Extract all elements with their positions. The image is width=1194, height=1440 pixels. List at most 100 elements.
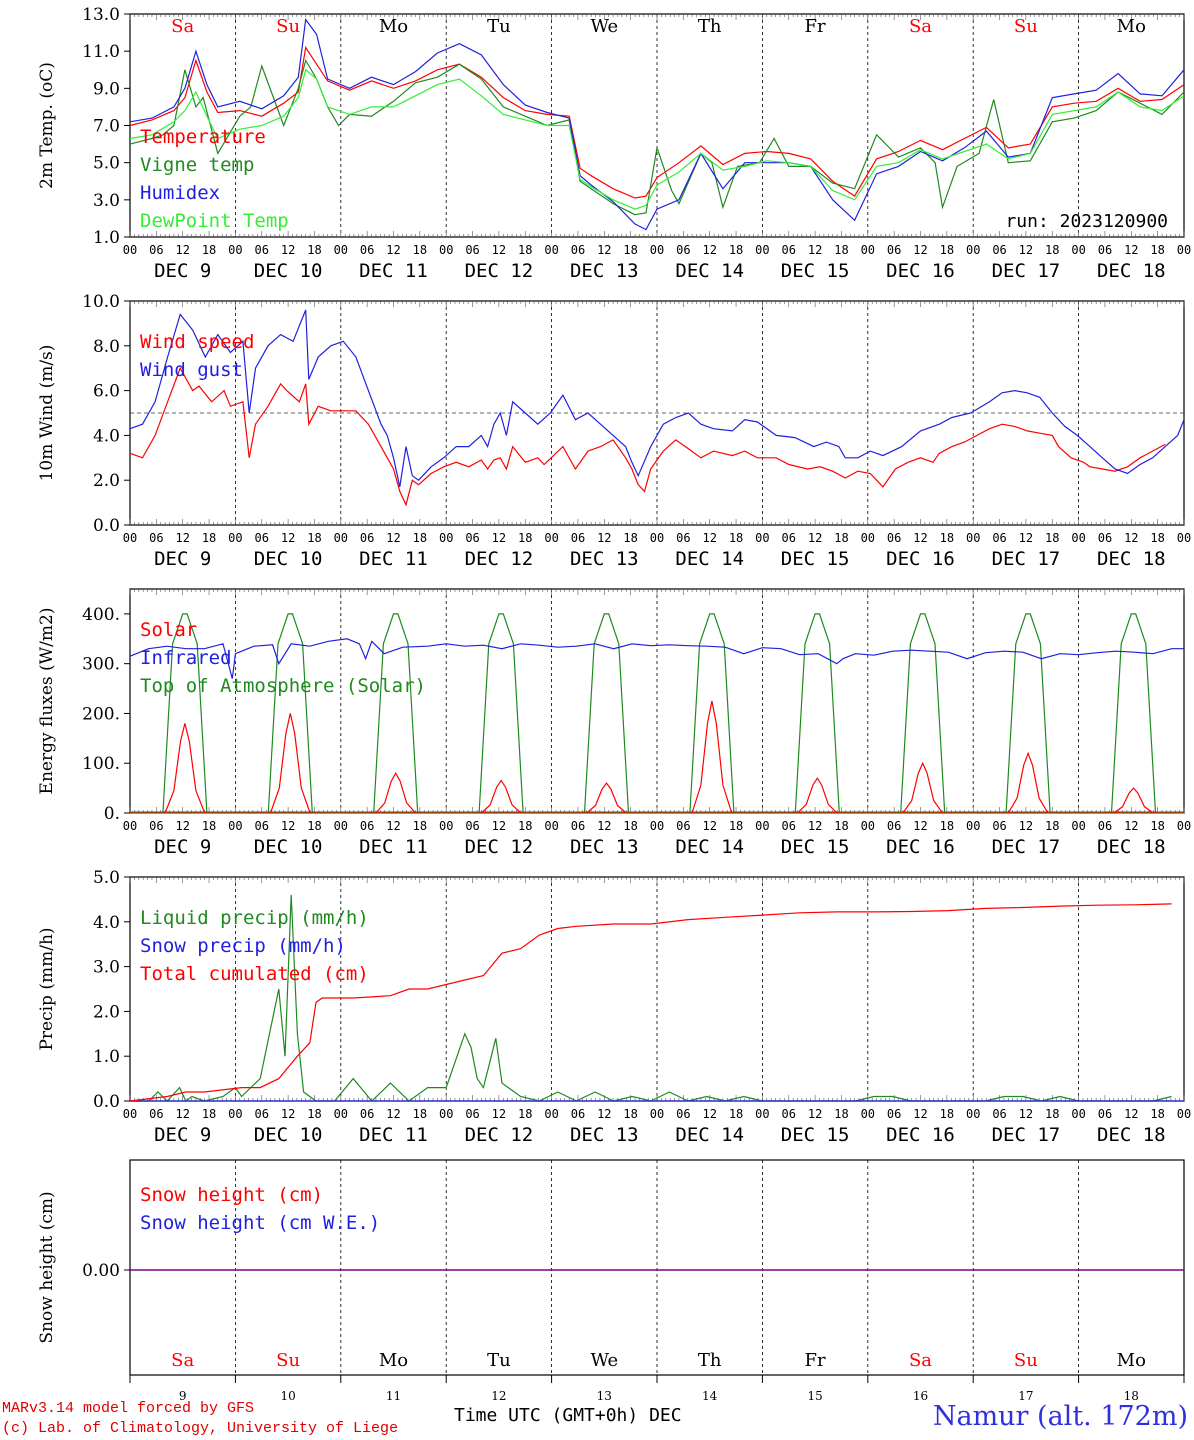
- hour-tick-label: 12: [386, 819, 400, 833]
- hour-tick-label: 18: [518, 819, 532, 833]
- hour-tick-label: 18: [623, 1107, 637, 1121]
- hour-tick-label: 00: [123, 819, 137, 833]
- date-label: DEC 18: [1097, 836, 1166, 858]
- hour-tick-label: 12: [808, 243, 822, 257]
- solar-curve: [269, 713, 311, 814]
- hour-tick-label: 18: [834, 243, 848, 257]
- hour-tick-label: 00: [334, 243, 348, 257]
- time-axis-label: Time UTC (GMT+0h) DEC: [454, 1405, 682, 1426]
- date-label: DEC 18: [1097, 548, 1166, 570]
- hour-tick-label: 06: [782, 243, 796, 257]
- hour-tick-label: 06: [992, 1107, 1006, 1121]
- hour-tick-label: 06: [571, 1107, 585, 1121]
- y-tick-label: 6.0: [93, 382, 120, 402]
- hour-tick-label: 12: [913, 1107, 927, 1121]
- day-number-label: 17: [1018, 1389, 1033, 1403]
- date-label: DEC 11: [359, 836, 428, 858]
- weekday-label: Tu: [487, 16, 511, 37]
- hour-tick-label: 06: [465, 1107, 479, 1121]
- solar-curve: [375, 771, 416, 814]
- solar-curve: [1113, 787, 1154, 814]
- toa-solar-curve: [583, 613, 630, 814]
- y-tick-label: 13.0: [82, 5, 120, 25]
- hour-tick-label: 18: [307, 819, 321, 833]
- hour-tick-label: 00: [1177, 1107, 1191, 1121]
- hour-tick-label: 18: [202, 531, 216, 545]
- day-number-label: 14: [702, 1389, 718, 1403]
- station-title: Namur (alt. 172m): [932, 1401, 1188, 1432]
- hour-tick-label: 12: [1019, 1107, 1033, 1121]
- solar-curve: [1007, 751, 1049, 814]
- hour-tick-label: 00: [755, 1107, 769, 1121]
- weekday-label: Mo: [379, 16, 408, 37]
- date-label: DEC 11: [359, 548, 428, 570]
- hour-tick-label: 06: [887, 1107, 901, 1121]
- hour-tick-label: 12: [1124, 1107, 1138, 1121]
- hour-tick-label: 06: [782, 819, 796, 833]
- hour-tick-label: 12: [386, 531, 400, 545]
- date-label: DEC 10: [254, 836, 323, 858]
- hour-tick-label: 00: [228, 819, 242, 833]
- legend-entry: Humidex: [140, 182, 220, 204]
- hour-tick-label: 12: [913, 531, 927, 545]
- legend-entry: Wind speed: [140, 331, 254, 353]
- series-line-dewpoint-temp: [129, 68, 1185, 210]
- series-line-vigne-temp: [129, 58, 1185, 216]
- date-label: DEC 16: [886, 1124, 955, 1146]
- hour-tick-label: 06: [1098, 243, 1112, 257]
- hour-tick-label: 12: [913, 819, 927, 833]
- day-number-label: 10: [280, 1389, 295, 1403]
- hour-tick-label: 00: [228, 531, 242, 545]
- date-label: DEC 9: [154, 836, 211, 858]
- hour-tick-label: 12: [702, 1107, 716, 1121]
- hour-tick-label: 18: [1045, 243, 1059, 257]
- date-label: DEC 16: [886, 260, 955, 282]
- y-tick-label: 3.0: [93, 958, 120, 978]
- hour-tick-label: 00: [544, 1107, 558, 1121]
- hour-tick-label: 06: [465, 531, 479, 545]
- hour-tick-label: 12: [175, 819, 189, 833]
- hour-tick-label: 06: [149, 531, 163, 545]
- legend-entry: Wind gust: [140, 359, 243, 381]
- legend-entry: Solar: [140, 619, 197, 641]
- hour-tick-label: 00: [755, 819, 769, 833]
- hour-tick-label: 00: [544, 531, 558, 545]
- date-label: DEC 12: [465, 1124, 534, 1146]
- hour-tick-label: 12: [492, 819, 506, 833]
- hour-tick-label: 12: [702, 819, 716, 833]
- solar-curve: [164, 723, 206, 814]
- y-tick-label: 7.0: [93, 117, 120, 137]
- toa-solar-curve: [900, 613, 946, 814]
- date-label: DEC 17: [992, 260, 1061, 282]
- hour-tick-label: 06: [571, 819, 585, 833]
- hour-tick-label: 18: [729, 1107, 743, 1121]
- date-label: DEC 9: [154, 1124, 211, 1146]
- date-label: DEC 17: [992, 1124, 1061, 1146]
- date-label: DEC 11: [359, 260, 428, 282]
- day-number-label: 18: [1124, 1389, 1139, 1403]
- hour-tick-label: 00: [1071, 243, 1085, 257]
- hour-tick-label: 18: [623, 243, 637, 257]
- hour-tick-label: 18: [413, 1107, 427, 1121]
- legend-entry: Infrared: [140, 647, 232, 669]
- date-label: DEC 15: [781, 836, 850, 858]
- legend-entry: Snow height (cm): [140, 1184, 323, 1206]
- hour-tick-label: 00: [1177, 243, 1191, 257]
- hour-tick-label: 00: [544, 243, 558, 257]
- hour-tick-label: 06: [887, 243, 901, 257]
- hour-tick-label: 00: [1177, 531, 1191, 545]
- series-line-total-cumulated-cm-: [129, 903, 1172, 1102]
- panel-frame-energy: [129, 588, 1185, 814]
- date-label: DEC 9: [154, 260, 211, 282]
- hour-tick-label: 00: [861, 243, 875, 257]
- hour-tick-label: 06: [360, 243, 374, 257]
- hour-tick-label: 12: [281, 243, 295, 257]
- hour-tick-label: 18: [1045, 1107, 1059, 1121]
- date-label: DEC 13: [570, 260, 639, 282]
- hour-tick-label: 06: [676, 531, 690, 545]
- hour-tick-label: 00: [123, 243, 137, 257]
- legend-entry: Temperature: [140, 126, 266, 148]
- legend-entry: Liquid precip (mm/h): [140, 907, 369, 929]
- date-label: DEC 10: [254, 1124, 323, 1146]
